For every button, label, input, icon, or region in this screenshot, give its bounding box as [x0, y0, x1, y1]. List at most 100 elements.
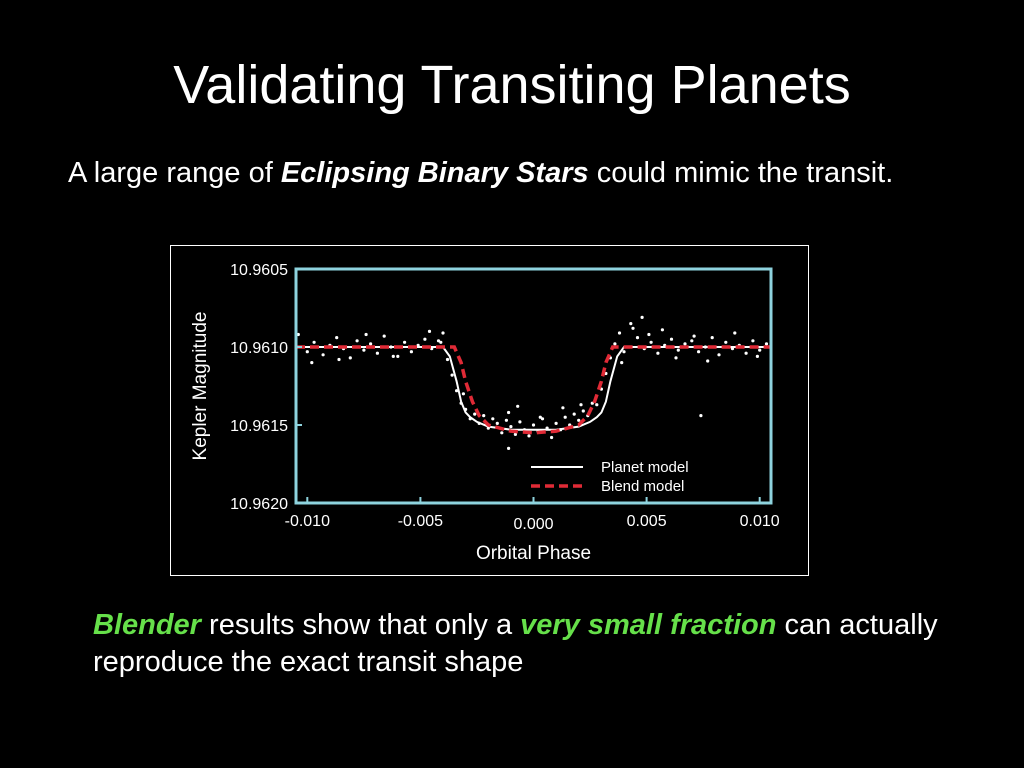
legend-entry-blend-model: Blend model: [601, 478, 684, 495]
observation-point: [629, 322, 633, 326]
observation-point: [692, 334, 696, 338]
observation-point: [631, 326, 635, 330]
observation-point: [321, 353, 325, 357]
observation-point: [495, 421, 499, 425]
observation-point: [355, 339, 359, 343]
observation-point: [362, 348, 366, 352]
intro-emphasis: Eclipsing Binary Stars: [280, 157, 589, 189]
chart-legend: Planet model Blend model: [531, 459, 689, 495]
observation-point: [504, 418, 508, 422]
observation-point: [676, 348, 680, 352]
observation-point: [751, 339, 755, 343]
observation-point: [656, 351, 660, 355]
observation-point: [382, 334, 386, 338]
observation-point: [527, 434, 531, 438]
observation-point: [396, 354, 400, 358]
observation-point: [500, 431, 504, 435]
blend-model-line: [296, 345, 771, 435]
observation-point: [764, 342, 769, 346]
x-tick-label: 0.000: [513, 516, 553, 533]
outro-after: can actually reproduce the exact transit…: [93, 609, 938, 678]
observation-point: [572, 412, 576, 416]
observation-point: [403, 340, 407, 344]
observation-point: [507, 410, 511, 415]
observation-point: [613, 342, 617, 346]
observation-point: [706, 359, 710, 363]
x-tick-label: 0.010: [740, 513, 780, 530]
observation-point: [620, 361, 624, 365]
observation-point: [647, 332, 651, 337]
y-tick-label: 10.9615: [230, 418, 288, 435]
observation-point: [296, 332, 300, 337]
x-tick-label: -0.005: [398, 513, 443, 530]
y-tick-label: 10.9610: [230, 340, 288, 357]
observation-point: [518, 420, 522, 424]
y-tick-label: 10.9605: [230, 262, 288, 279]
y-tick-label: 10.9620: [230, 496, 288, 513]
intro-before: A large range of: [68, 157, 281, 189]
x-axis-label: Orbital Phase: [476, 543, 591, 564]
observation-point: [375, 351, 379, 355]
observation-point: [335, 336, 339, 340]
observation-point: [531, 423, 536, 427]
observation-point: [660, 328, 664, 332]
observation-point: [507, 446, 511, 450]
observation-point: [617, 331, 622, 335]
legend-entry-planet-model: Planet model: [601, 459, 689, 476]
observation-point: [755, 354, 760, 358]
observation-point: [581, 409, 585, 413]
observation-point: [445, 357, 450, 362]
observation-point: [550, 435, 554, 440]
observation-point: [561, 406, 565, 410]
observation-point: [744, 351, 748, 355]
observation-point: [364, 332, 368, 337]
x-tick-label: 0.005: [627, 513, 667, 530]
intro-after: could mimic the transit.: [588, 157, 894, 189]
observation-point: [450, 373, 454, 377]
observation-point: [554, 421, 558, 425]
observation-point: [717, 353, 721, 357]
observation-point: [423, 337, 427, 341]
observation-point: [563, 415, 567, 419]
observation-point: [577, 418, 581, 422]
observation-point: [482, 414, 486, 418]
observation-point: [579, 403, 583, 407]
observation-point: [310, 361, 314, 365]
observation-point: [391, 354, 395, 358]
outro-highlight-blender: Blender: [93, 609, 201, 641]
observation-point: [439, 340, 443, 344]
observation-point: [733, 331, 737, 335]
observation-point: [649, 340, 653, 344]
observation-point: [758, 348, 762, 352]
observation-point: [427, 329, 432, 333]
planet-model-line: [296, 346, 771, 431]
observation-point: [674, 356, 678, 360]
observation-point: [473, 412, 477, 416]
slide-title: Validating Transiting Planets: [173, 55, 851, 115]
observation-point: [724, 340, 728, 344]
observation-point: [369, 342, 373, 346]
observation-point: [461, 392, 465, 396]
observation-point: [491, 417, 495, 421]
observation-point: [409, 350, 413, 354]
observation-point: [305, 350, 309, 354]
observation-point: [697, 350, 701, 354]
conclusion-text: Blender results show that only a very sm…: [93, 607, 993, 681]
observation-point: [348, 356, 352, 360]
observation-point: [690, 339, 694, 343]
observation-point: [312, 340, 316, 344]
outro-highlight-fraction: very small fraction: [520, 609, 777, 641]
observation-point: [538, 415, 542, 419]
observation-point: [699, 414, 703, 418]
observation-point: [669, 337, 674, 341]
observation-point: [622, 350, 626, 354]
axis-ticks: -0.010 -0.005 0.000 0.005 0.010 10.9605 10.961…: [230, 262, 780, 533]
observation-point: [640, 315, 644, 319]
observation-point: [540, 417, 545, 421]
observation-point: [595, 403, 599, 407]
observation-point: [635, 336, 640, 340]
observation-point: [337, 357, 341, 362]
outro-mid: results show that only a: [200, 609, 521, 641]
observation-point: [513, 432, 517, 436]
intro-text: A large range of Eclipsing Binary Stars …: [68, 155, 958, 192]
